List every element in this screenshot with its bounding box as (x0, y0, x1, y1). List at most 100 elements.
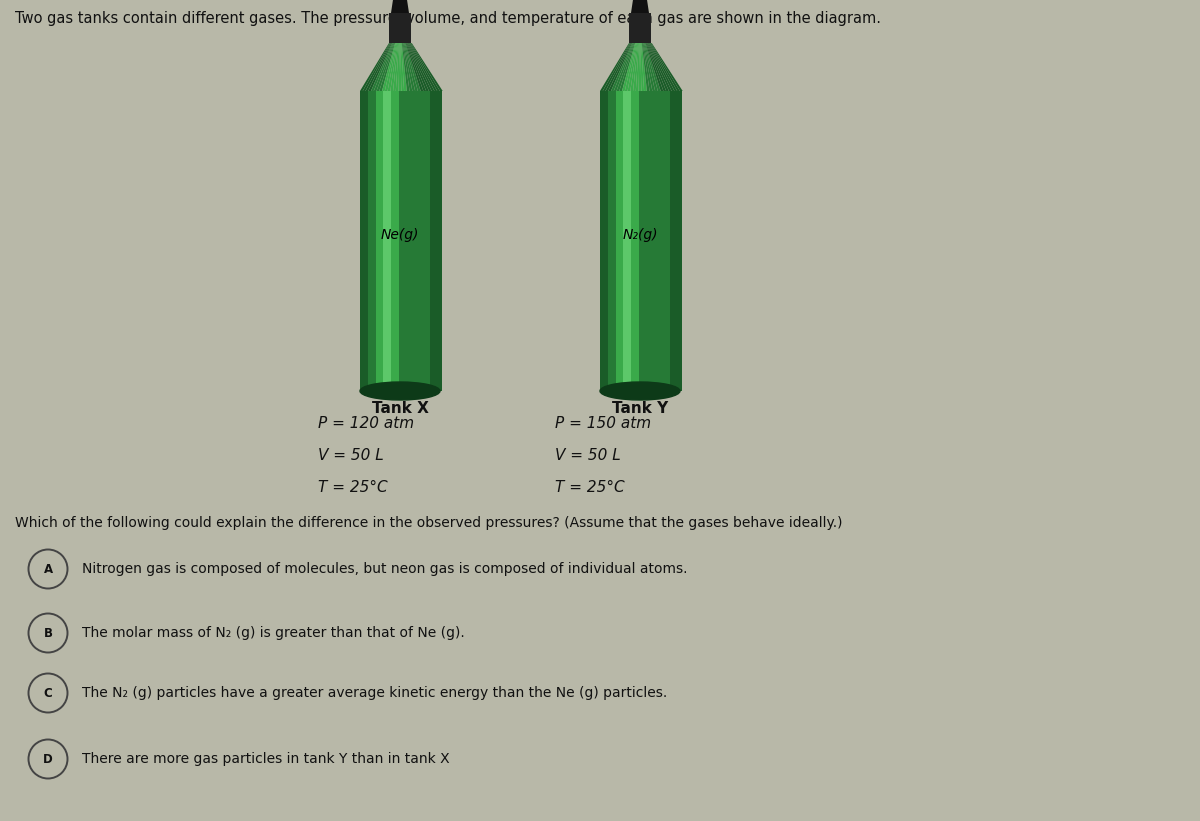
Circle shape (29, 549, 67, 589)
Polygon shape (631, 0, 649, 13)
Bar (378, 91, 380, 391)
Bar (623, 91, 625, 391)
Bar (413, 91, 415, 391)
Bar (427, 91, 430, 391)
Text: Which of the following could explain the difference in the observed pressures? (: Which of the following could explain the… (14, 516, 842, 530)
Text: B: B (43, 626, 53, 640)
Bar (438, 91, 440, 391)
Bar (674, 91, 676, 391)
Ellipse shape (600, 382, 680, 400)
Polygon shape (600, 43, 630, 91)
Bar (641, 91, 643, 391)
Polygon shape (362, 43, 390, 91)
Bar (432, 91, 434, 391)
Polygon shape (643, 43, 655, 91)
Bar (647, 91, 649, 391)
Polygon shape (617, 43, 635, 91)
Bar (362, 91, 365, 391)
Polygon shape (390, 43, 398, 91)
Polygon shape (646, 43, 664, 91)
Polygon shape (644, 43, 658, 91)
Bar (680, 91, 683, 391)
Text: Two gas tanks contain different gases. The pressure, volume, and temperature of : Two gas tanks contain different gases. T… (14, 11, 881, 26)
Circle shape (29, 613, 67, 653)
Polygon shape (398, 43, 401, 91)
Polygon shape (636, 43, 640, 91)
Bar (620, 91, 623, 391)
Bar (420, 91, 421, 391)
Bar (377, 91, 379, 391)
Bar (678, 91, 680, 391)
Bar (625, 91, 626, 391)
Polygon shape (368, 43, 392, 91)
Bar (372, 91, 374, 391)
Bar (612, 91, 614, 391)
Polygon shape (366, 43, 391, 91)
Bar (430, 91, 432, 391)
Text: V = 50 L: V = 50 L (554, 448, 620, 463)
Text: The N₂ (g) particles have a greater average kinetic energy than the Ne (g) parti: The N₂ (g) particles have a greater aver… (82, 686, 667, 700)
Polygon shape (412, 43, 443, 91)
Text: V = 50 L: V = 50 L (318, 448, 384, 463)
Bar (635, 91, 637, 391)
Bar (670, 91, 672, 391)
Bar (383, 91, 385, 391)
Polygon shape (619, 43, 635, 91)
Polygon shape (403, 43, 415, 91)
Bar (606, 91, 608, 391)
Polygon shape (408, 43, 432, 91)
Text: N₂(g): N₂(g) (623, 228, 658, 242)
Bar (666, 91, 668, 391)
Polygon shape (401, 43, 404, 91)
Text: P = 120 atm: P = 120 atm (318, 416, 414, 431)
Polygon shape (388, 43, 397, 91)
Polygon shape (647, 43, 668, 91)
Bar (386, 91, 389, 391)
Text: The molar mass of N₂ (g) is greater than that of Ne (g).: The molar mass of N₂ (g) is greater than… (82, 626, 464, 640)
Polygon shape (641, 43, 647, 91)
Polygon shape (410, 43, 440, 91)
Polygon shape (407, 43, 428, 91)
Text: Ne(g): Ne(g) (380, 228, 419, 242)
Bar (629, 13, 650, 43)
Text: C: C (43, 686, 53, 699)
Bar (653, 91, 655, 391)
Bar (436, 91, 438, 391)
Bar (600, 91, 602, 391)
Bar (395, 91, 397, 391)
Bar (629, 91, 631, 391)
Bar (608, 91, 611, 391)
Polygon shape (379, 43, 395, 91)
Polygon shape (401, 43, 407, 91)
Text: Tank X: Tank X (372, 401, 428, 416)
Bar (401, 91, 403, 391)
Bar (631, 91, 634, 391)
Bar (658, 91, 660, 391)
Polygon shape (628, 43, 637, 91)
Polygon shape (644, 43, 660, 91)
Polygon shape (403, 43, 413, 91)
Polygon shape (638, 43, 641, 91)
Bar (660, 91, 661, 391)
Polygon shape (409, 43, 434, 91)
Polygon shape (649, 43, 677, 91)
Bar (617, 91, 619, 391)
Ellipse shape (360, 382, 440, 400)
Text: D: D (43, 753, 53, 765)
Polygon shape (404, 43, 420, 91)
Polygon shape (394, 43, 398, 91)
Bar (426, 91, 428, 391)
Polygon shape (613, 43, 634, 91)
Bar (632, 91, 635, 391)
Polygon shape (371, 43, 392, 91)
Polygon shape (650, 43, 683, 91)
Bar (421, 91, 424, 391)
Bar (389, 13, 410, 43)
Bar (392, 91, 395, 391)
Polygon shape (396, 43, 400, 91)
Bar (626, 91, 629, 391)
Polygon shape (360, 43, 390, 91)
Polygon shape (385, 43, 396, 91)
Bar (655, 91, 658, 391)
Bar (649, 91, 652, 391)
